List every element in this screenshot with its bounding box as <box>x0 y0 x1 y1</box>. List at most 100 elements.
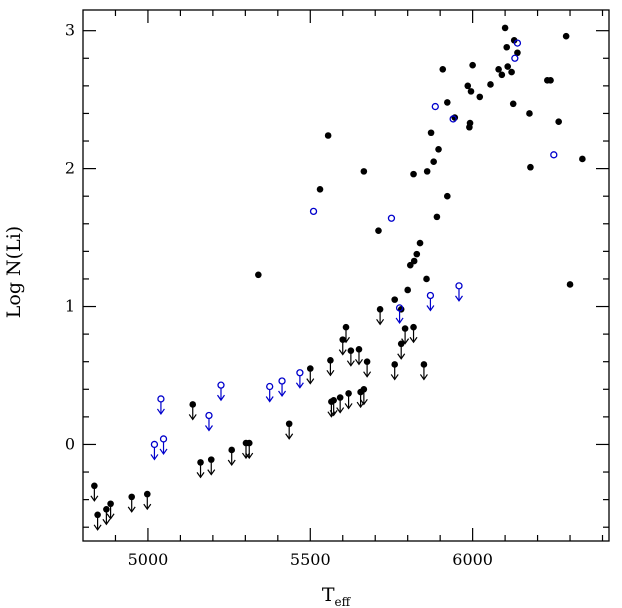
y-tick-label: 1 <box>65 297 75 316</box>
filled-point-upper-limit <box>227 446 236 467</box>
filled-point <box>410 257 418 265</box>
filled-point-upper-limit <box>196 459 205 479</box>
open-point-upper-limit <box>426 291 435 312</box>
filled-point <box>467 88 475 95</box>
plot-border <box>82 9 610 542</box>
filled-point-upper-limit <box>188 401 197 421</box>
filled-point <box>430 158 437 166</box>
x-axis-title-main: T <box>322 584 335 606</box>
filled-point <box>514 49 521 57</box>
x-tick-label: 5500 <box>290 550 331 569</box>
filled-point <box>316 185 324 193</box>
filled-point <box>579 155 586 163</box>
filled-point <box>451 114 459 121</box>
filled-point-upper-limit <box>127 493 136 513</box>
filled-point-upper-limit <box>329 397 338 417</box>
filled-point <box>510 37 518 44</box>
open-point-upper-limit <box>455 282 463 302</box>
filled-point <box>566 281 574 288</box>
filled-point <box>433 213 441 221</box>
filled-point-upper-limit <box>344 390 353 410</box>
filled-point-upper-limit <box>354 345 363 366</box>
filled-point <box>404 286 411 294</box>
filled-point <box>487 81 494 88</box>
filled-point <box>444 192 451 200</box>
data-points <box>90 24 586 531</box>
open-point-upper-limit <box>217 381 225 402</box>
filled-point <box>427 129 435 137</box>
open-point-upper-limit <box>150 440 159 461</box>
filled-point-upper-limit <box>326 357 335 377</box>
filled-point-upper-limit <box>390 361 399 381</box>
filled-point-upper-limit <box>397 340 406 360</box>
open-point <box>511 54 519 62</box>
filled-point-upper-limit <box>338 336 347 356</box>
x-tick-label: 5000 <box>128 550 169 569</box>
filled-point-upper-limit <box>401 325 410 345</box>
filled-point-upper-limit <box>346 347 355 367</box>
x-axis-title: Teff <box>322 584 352 608</box>
filled-point-upper-limit <box>207 456 216 476</box>
filled-point <box>375 227 382 234</box>
filled-point-upper-limit <box>93 511 102 531</box>
filled-point-upper-limit <box>102 505 111 526</box>
open-point-upper-limit <box>204 411 213 432</box>
filled-point <box>504 63 511 70</box>
filled-point <box>464 82 472 90</box>
filled-point-upper-limit <box>409 323 418 344</box>
plot-frame <box>82 9 610 542</box>
axis-ticks <box>83 10 609 541</box>
filled-point <box>503 43 511 51</box>
filled-point <box>423 275 430 283</box>
filled-point-upper-limit <box>106 500 115 520</box>
filled-point <box>435 146 442 153</box>
filled-point-upper-limit <box>336 394 345 414</box>
filled-point <box>439 66 447 73</box>
filled-point <box>498 71 506 79</box>
filled-point-upper-limit <box>419 361 428 381</box>
filled-point-upper-limit <box>245 439 254 460</box>
open-point <box>431 102 439 111</box>
filled-point <box>527 163 534 171</box>
open-point <box>513 39 522 47</box>
filled-point <box>469 61 476 69</box>
y-tick-label: 3 <box>65 21 75 40</box>
y-tick-label: 0 <box>65 434 75 453</box>
filled-point-upper-limit <box>90 482 99 502</box>
filled-point <box>444 99 451 106</box>
filled-point <box>413 250 421 258</box>
filled-point-upper-limit <box>359 385 368 406</box>
filled-point <box>476 93 484 101</box>
filled-point <box>324 132 332 139</box>
x-axis-title-subscript: eff <box>335 595 352 608</box>
filled-point-upper-limit <box>363 358 372 378</box>
filled-point <box>360 168 368 175</box>
open-point <box>449 115 457 123</box>
tick-labels: 5000 5500 6000 0 1 2 3 <box>65 21 493 569</box>
open-point <box>387 214 396 222</box>
x-tick-label: 6000 <box>452 550 493 569</box>
filled-point <box>509 100 517 108</box>
filled-point <box>466 119 474 127</box>
filled-point-upper-limit <box>143 490 152 511</box>
filled-point-upper-limit <box>306 365 315 385</box>
filled-point <box>508 68 515 76</box>
y-tick-label: 2 <box>65 159 75 178</box>
filled-point <box>555 118 562 126</box>
y-axis-title: Log N(Li) <box>3 226 25 318</box>
filled-point <box>406 261 414 269</box>
filled-point <box>397 305 405 313</box>
filled-point <box>547 77 554 84</box>
filled-point <box>391 296 399 303</box>
open-point-upper-limit <box>156 395 165 415</box>
open-point-upper-limit <box>159 435 168 455</box>
filled-point-upper-limit <box>342 323 350 344</box>
filled-point <box>495 66 502 73</box>
filled-point <box>416 239 424 247</box>
filled-point-upper-limit <box>376 305 385 326</box>
filled-point <box>410 170 417 178</box>
open-point <box>309 207 318 216</box>
filled-point <box>423 168 431 175</box>
filled-point <box>562 32 570 40</box>
